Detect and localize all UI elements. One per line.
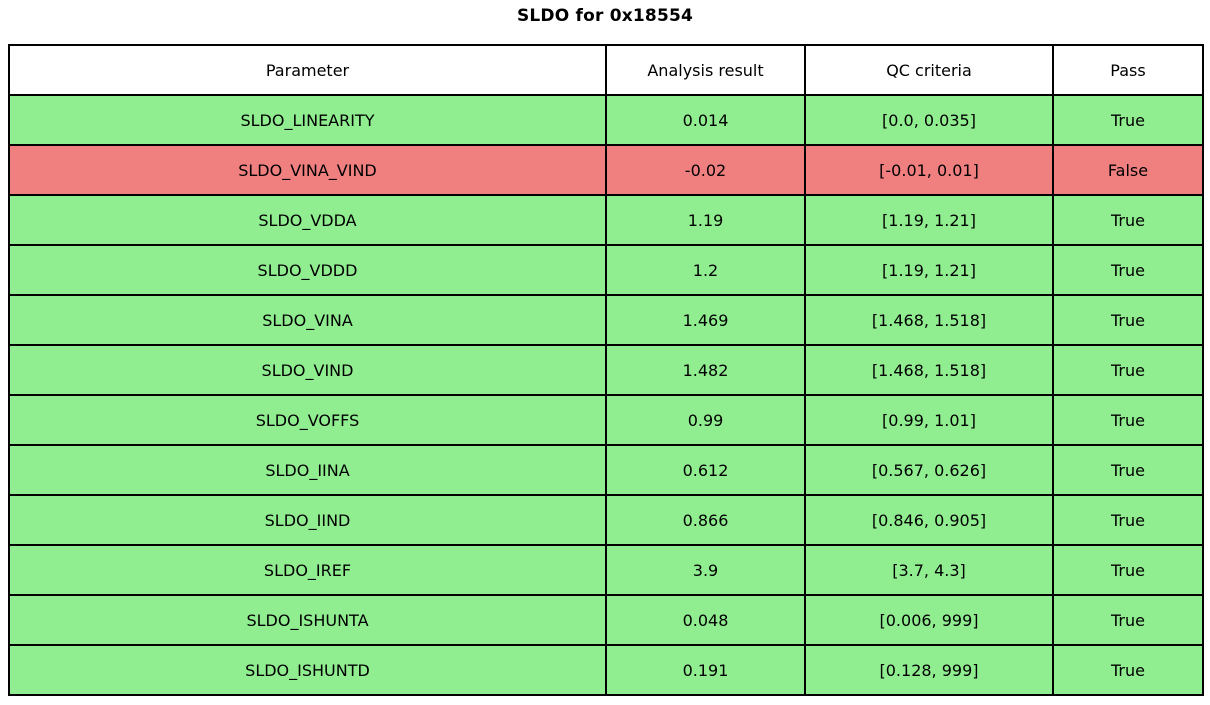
parameter-cell: SLDO_ISHUNTA [8, 594, 607, 646]
parameter-cell: SLDO_IREF [8, 544, 607, 596]
qc-criteria-cell: [0.846, 0.905] [804, 494, 1054, 546]
table-row: SLDO_VDDA 1.19 [1.19, 1.21] True [8, 194, 1204, 246]
qc-criteria-cell: [0.99, 1.01] [804, 394, 1054, 446]
table-row: SLDO_VOFFS 0.99 [0.99, 1.01] True [8, 394, 1204, 446]
parameter-cell: SLDO_VDDD [8, 244, 607, 296]
table-row: SLDO_IREF 3.9 [3.7, 4.3] True [8, 544, 1204, 596]
table-row: SLDO_ISHUNTD 0.191 [0.128, 999] True [8, 644, 1204, 696]
parameter-cell: SLDO_VINA_VIND [8, 144, 607, 196]
analysis-result-cell: 0.048 [605, 594, 806, 646]
table-row: SLDO_VDDD 1.2 [1.19, 1.21] True [8, 244, 1204, 296]
analysis-result-cell: -0.02 [605, 144, 806, 196]
column-header-pass: Pass [1052, 44, 1204, 96]
table-row: SLDO_VINA 1.469 [1.468, 1.518] True [8, 294, 1204, 346]
pass-cell: True [1052, 94, 1204, 146]
pass-cell: True [1052, 644, 1204, 696]
table-row: SLDO_IINA 0.612 [0.567, 0.626] True [8, 444, 1204, 496]
column-header-parameter: Parameter [8, 44, 607, 96]
analysis-result-cell: 1.469 [605, 294, 806, 346]
table-row: SLDO_ISHUNTA 0.048 [0.006, 999] True [8, 594, 1204, 646]
table-body: SLDO_LINEARITY 0.014 [0.0, 0.035] True SLDO_… [8, 94, 1204, 696]
header-row: Parameter Analysis result QC criteria Pass [8, 44, 1204, 96]
table-row: SLDO_VIND 1.482 [1.468, 1.518] True [8, 344, 1204, 396]
analysis-result-cell: 0.866 [605, 494, 806, 546]
analysis-result-cell: 1.482 [605, 344, 806, 396]
qc-criteria-cell: [1.468, 1.518] [804, 294, 1054, 346]
qc-criteria-cell: [3.7, 4.3] [804, 544, 1054, 596]
analysis-result-cell: 0.612 [605, 444, 806, 496]
table-header: Parameter Analysis result QC criteria Pass [8, 44, 1204, 96]
qc-criteria-cell: [0.0, 0.035] [804, 94, 1054, 146]
qc-criteria-cell: [-0.01, 0.01] [804, 144, 1054, 196]
parameter-cell: SLDO_ISHUNTD [8, 644, 607, 696]
qc-criteria-cell: [0.567, 0.626] [804, 444, 1054, 496]
analysis-result-cell: 0.014 [605, 94, 806, 146]
pass-cell: True [1052, 494, 1204, 546]
parameter-cell: SLDO_LINEARITY [8, 94, 607, 146]
qc-results-table: Parameter Analysis result QC criteria Pass … [8, 44, 1204, 696]
parameter-cell: SLDO_VIND [8, 344, 607, 396]
table-row: SLDO_VINA_VIND -0.02 [-0.01, 0.01] False [8, 144, 1204, 196]
analysis-result-cell: 1.2 [605, 244, 806, 296]
qc-criteria-cell: [0.128, 999] [804, 644, 1054, 696]
parameter-cell: SLDO_VOFFS [8, 394, 607, 446]
table-row: SLDO_LINEARITY 0.014 [0.0, 0.035] True [8, 94, 1204, 146]
analysis-result-cell: 0.99 [605, 394, 806, 446]
qc-criteria-cell: [1.468, 1.518] [804, 344, 1054, 396]
qc-criteria-cell: [0.006, 999] [804, 594, 1054, 646]
page-title: SLDO for 0x18554 [516, 6, 694, 26]
pass-cell: True [1052, 294, 1204, 346]
parameter-cell: SLDO_VINA [8, 294, 607, 346]
pass-cell: True [1052, 244, 1204, 296]
analysis-result-cell: 1.19 [605, 194, 806, 246]
pass-cell: False [1052, 144, 1204, 196]
parameter-cell: SLDO_VDDA [8, 194, 607, 246]
analysis-result-cell: 0.191 [605, 644, 806, 696]
pass-cell: True [1052, 544, 1204, 596]
parameter-cell: SLDO_IIND [8, 494, 607, 546]
column-header-analysis-result: Analysis result [605, 44, 806, 96]
pass-cell: True [1052, 194, 1204, 246]
qc-criteria-cell: [1.19, 1.21] [804, 194, 1054, 246]
table-row: SLDO_IIND 0.866 [0.846, 0.905] True [8, 494, 1204, 546]
analysis-result-cell: 3.9 [605, 544, 806, 596]
parameter-cell: SLDO_IINA [8, 444, 607, 496]
pass-cell: True [1052, 594, 1204, 646]
column-header-qc-criteria: QC criteria [804, 44, 1054, 96]
pass-cell: True [1052, 394, 1204, 446]
pass-cell: True [1052, 444, 1204, 496]
pass-cell: True [1052, 344, 1204, 396]
qc-criteria-cell: [1.19, 1.21] [804, 244, 1054, 296]
